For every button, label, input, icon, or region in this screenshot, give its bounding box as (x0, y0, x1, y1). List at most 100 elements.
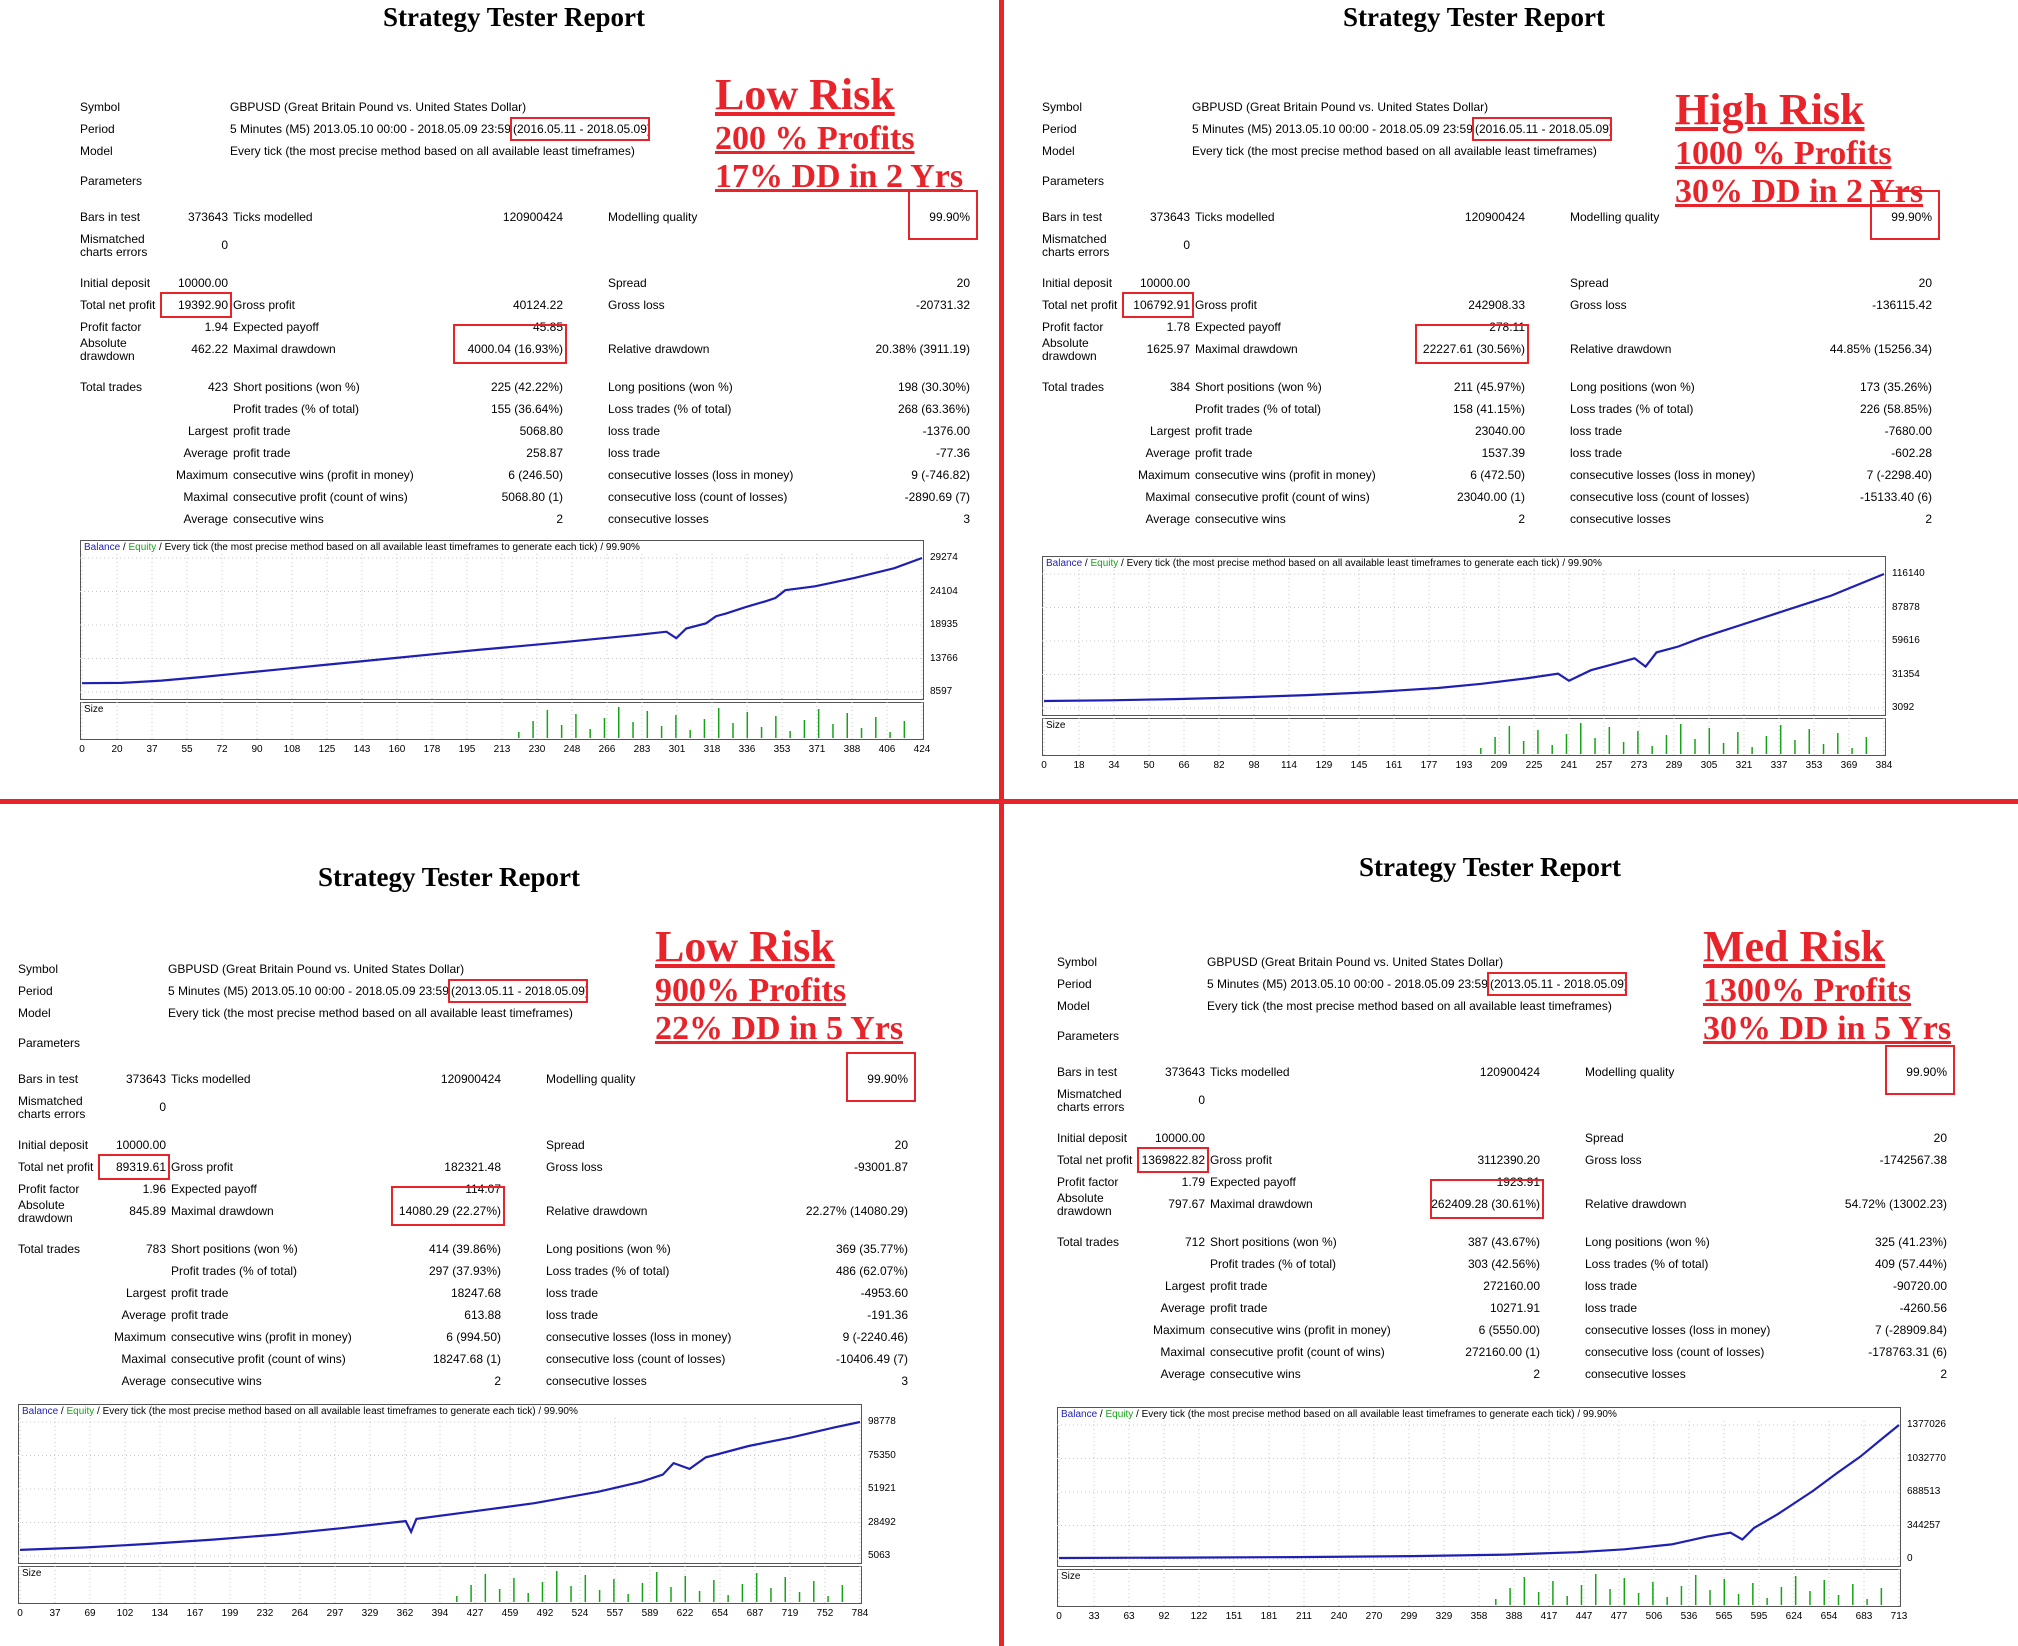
label-gross-loss: Gross loss (1585, 1153, 1642, 1167)
total-trades-value: 423 (207, 380, 228, 394)
highlight-net-profit (98, 1154, 170, 1180)
label-short: Short positions (won %) (1195, 380, 1322, 394)
profit-trades-value: 155 (36.64%) (490, 402, 563, 416)
label-symbol: Symbol (18, 962, 59, 976)
label-consecutive-loss-count: consecutive loss (count of losses) (608, 490, 788, 504)
highlight-period (1487, 972, 1627, 996)
bars-value: 373643 (1149, 210, 1190, 224)
x-tick-label: 492 (536, 1608, 554, 1619)
balance-line (1058, 1424, 1900, 1560)
row-prefix-average: Average (183, 446, 228, 460)
label-total-net-profit: Total net profit (18, 1160, 94, 1174)
x-tick-label: 362 (396, 1608, 414, 1619)
max-dd-value: 22227.61 (30.56%) (1422, 342, 1525, 356)
profit-factor-value: 1.94 (204, 320, 228, 334)
x-tick-label: 427 (466, 1608, 484, 1619)
label-relative-drawdown: Relative drawdown (1585, 1197, 1687, 1211)
label-mismatched-1: Mismatched (80, 232, 145, 246)
label-total-net-profit: Total net profit (1042, 298, 1118, 312)
label-consecutive-loss-count: consecutive loss (count of losses) (1570, 490, 1750, 504)
x-tick-label: 143 (353, 744, 371, 755)
net-profit-value: 19392.90 (177, 298, 228, 312)
label-loss-trade: loss trade (1570, 446, 1623, 460)
volume-chart (1042, 718, 1886, 756)
label-model: Model (80, 144, 113, 158)
y-tick-label: 75350 (868, 1449, 896, 1461)
row-prefix-average: Average (121, 1374, 166, 1388)
x-tick-label: 55 (181, 744, 193, 755)
label-profit-trade: profit trade (171, 1286, 229, 1300)
x-tick-label: 371 (808, 744, 826, 755)
period-range-value: (2016.05.11 - 2018.05.09) (1475, 122, 1613, 136)
x-tick-label: 752 (816, 1608, 834, 1619)
label-consecutive-wins: consecutive wins (1195, 512, 1286, 526)
x-tick-label: 687 (746, 1608, 764, 1619)
profit-factor-value: 1.79 (1181, 1175, 1205, 1189)
x-tick-label: 134 (151, 1608, 169, 1619)
label-total-net-profit: Total net profit (1057, 1153, 1133, 1167)
highlight-net-profit (1122, 292, 1194, 318)
largest-profit-value: 272160.00 (1483, 1279, 1540, 1293)
label-expected-payoff: Expected payoff (171, 1182, 257, 1196)
legend-equity: Equity (1090, 558, 1119, 569)
label-profit-trade: profit trade (171, 1308, 229, 1322)
label-parameters: Parameters (1042, 174, 1105, 188)
maximal-cons-profit-value: 18247.68 (1) (432, 1352, 501, 1366)
x-tick-label: 199 (221, 1608, 239, 1619)
maximal-cons-loss-value: -2890.69 (7) (904, 490, 970, 504)
x-tick-label: 713 (1890, 1611, 1908, 1622)
y-tick-label: 31354 (1892, 668, 1920, 680)
quality-value: 99.90% (1906, 1065, 1947, 1079)
x-tick-label: 66 (1178, 760, 1190, 771)
net-profit-value: 1369822.82 (1141, 1153, 1205, 1167)
x-tick-label: 240 (1330, 1611, 1348, 1622)
period-value: 5 Minutes (M5) 2013.05.10 00:00 - 2018.0… (1192, 122, 1473, 136)
x-tick-label: 92 (1158, 1611, 1170, 1622)
legend-equity: Equity (66, 1406, 95, 1417)
avg-cons-losses-value: 3 (963, 512, 970, 526)
report-title: Strategy Tester Report (1343, 2, 1605, 32)
abs-dd-value: 1625.97 (1146, 342, 1190, 356)
legend-separator: / (1097, 1409, 1106, 1420)
label-mismatched-2: charts errors (18, 1107, 86, 1121)
initial-deposit-value: 10000.00 (177, 276, 228, 290)
label-parameters: Parameters (1057, 1029, 1120, 1043)
label-loss-trade: loss trade (1585, 1279, 1638, 1293)
legend-equity: Equity (128, 542, 157, 553)
x-tick-label: 72 (216, 744, 228, 755)
y-tick-label: 5063 (868, 1550, 891, 1561)
label-period: Period (1057, 977, 1092, 991)
label-parameters: Parameters (80, 174, 143, 188)
x-tick-label: 37 (49, 1608, 61, 1619)
highlight-quality (908, 190, 978, 240)
largest-profit-value: 23040.00 (1474, 424, 1525, 438)
x-tick-label: 622 (676, 1608, 694, 1619)
avg-cons-losses-value: 2 (1940, 1367, 1947, 1381)
balance-line (19, 1420, 861, 1551)
x-tick-label: 384 (1875, 760, 1893, 771)
x-tick-label: 0 (1056, 1611, 1062, 1622)
row-prefix-average: Average (183, 512, 228, 526)
max-cons-losses-value: 7 (-2298.40) (1866, 468, 1932, 482)
legend-separator: / (58, 1406, 67, 1417)
x-tick-label: 353 (773, 744, 791, 755)
x-tick-label: 337 (1770, 760, 1788, 771)
legend-balance: Balance (1061, 1409, 1098, 1420)
short-value: 211 (45.97%) (1453, 380, 1525, 394)
label-consecutive-wins-money: consecutive wins (profit in money) (171, 1330, 352, 1344)
row-prefix-maximum: Maximum (175, 468, 228, 482)
x-tick-label: 394 (431, 1608, 449, 1619)
label-short: Short positions (won %) (1210, 1235, 1337, 1249)
gross-loss-value: -136115.42 (1872, 298, 1932, 312)
rel-dd-value: 20.38% (3911.19) (875, 342, 970, 356)
x-tick-label: 358 (1470, 1611, 1488, 1622)
chart-legend: Balance / Equity / Every tick (the most … (1046, 558, 1602, 569)
ticks-value: 120900424 (440, 1072, 501, 1086)
label-initial-deposit: Initial deposit (1057, 1131, 1128, 1145)
avg-cons-wins-value: 2 (1533, 1367, 1540, 1381)
short-value: 414 (39.86%) (428, 1242, 501, 1256)
label-total-trades: Total trades (1057, 1235, 1120, 1249)
legend-separator: / (1082, 558, 1091, 569)
label-consecutive-wins: consecutive wins (171, 1374, 262, 1388)
quality-value: 99.90% (929, 210, 970, 224)
